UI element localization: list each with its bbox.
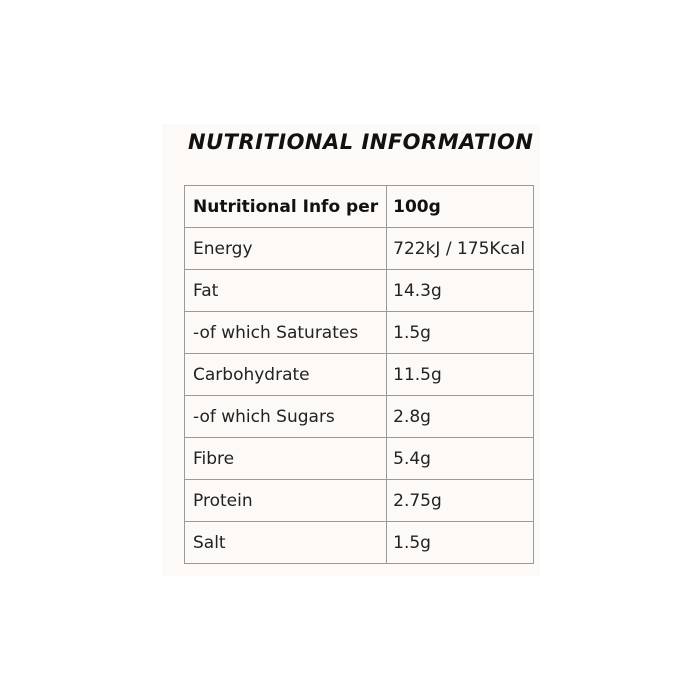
label-cell: -of which Saturates (183, 311, 388, 354)
value-cell: 722kJ / 175Kcal (386, 227, 535, 270)
table-row: Salt 1.5g (183, 521, 535, 564)
value-cell: 11.5g (386, 353, 535, 396)
value-cell: 100g (386, 185, 535, 228)
nutrition-panel: NUTRITIONAL INFORMATION Nutritional Info… (162, 124, 540, 576)
table-row: Fibre 5.4g (183, 437, 535, 480)
title: NUTRITIONAL INFORMATION (188, 130, 534, 154)
label-cell: Energy (183, 227, 388, 270)
table-row: Carbohydrate 11.5g (183, 353, 535, 396)
table-row: -of which Saturates 1.5g (183, 311, 535, 354)
value-cell: 1.5g (386, 311, 535, 354)
value-cell: 14.3g (386, 269, 535, 312)
nutrition-table: Nutritional Info per 100g Energy 722kJ / 17… (183, 185, 535, 564)
value-cell: 2.75g (386, 479, 535, 522)
table-row: -of which Sugars 2.8g (183, 395, 535, 438)
value-cell: 1.5g (386, 521, 535, 564)
label-cell: Fat (183, 269, 388, 312)
table-row: Fat 14.3g (183, 269, 535, 312)
header-row: Nutritional Info per 100g (183, 185, 535, 228)
label-cell: Fibre (183, 437, 388, 480)
label-cell: Nutritional Info per (183, 185, 388, 228)
table-body: Nutritional Info per 100g Energy 722kJ / 17… (183, 185, 535, 564)
value-cell: 2.8g (386, 395, 535, 438)
label-cell: -of which Sugars (183, 395, 388, 438)
table-row: Energy 722kJ / 175Kcal (183, 227, 535, 270)
label-cell: Carbohydrate (183, 353, 388, 396)
label-cell: Protein (183, 479, 388, 522)
value-cell: 5.4g (386, 437, 535, 480)
label-cell: Salt (183, 521, 388, 564)
table-row: Protein 2.75g (183, 479, 535, 522)
